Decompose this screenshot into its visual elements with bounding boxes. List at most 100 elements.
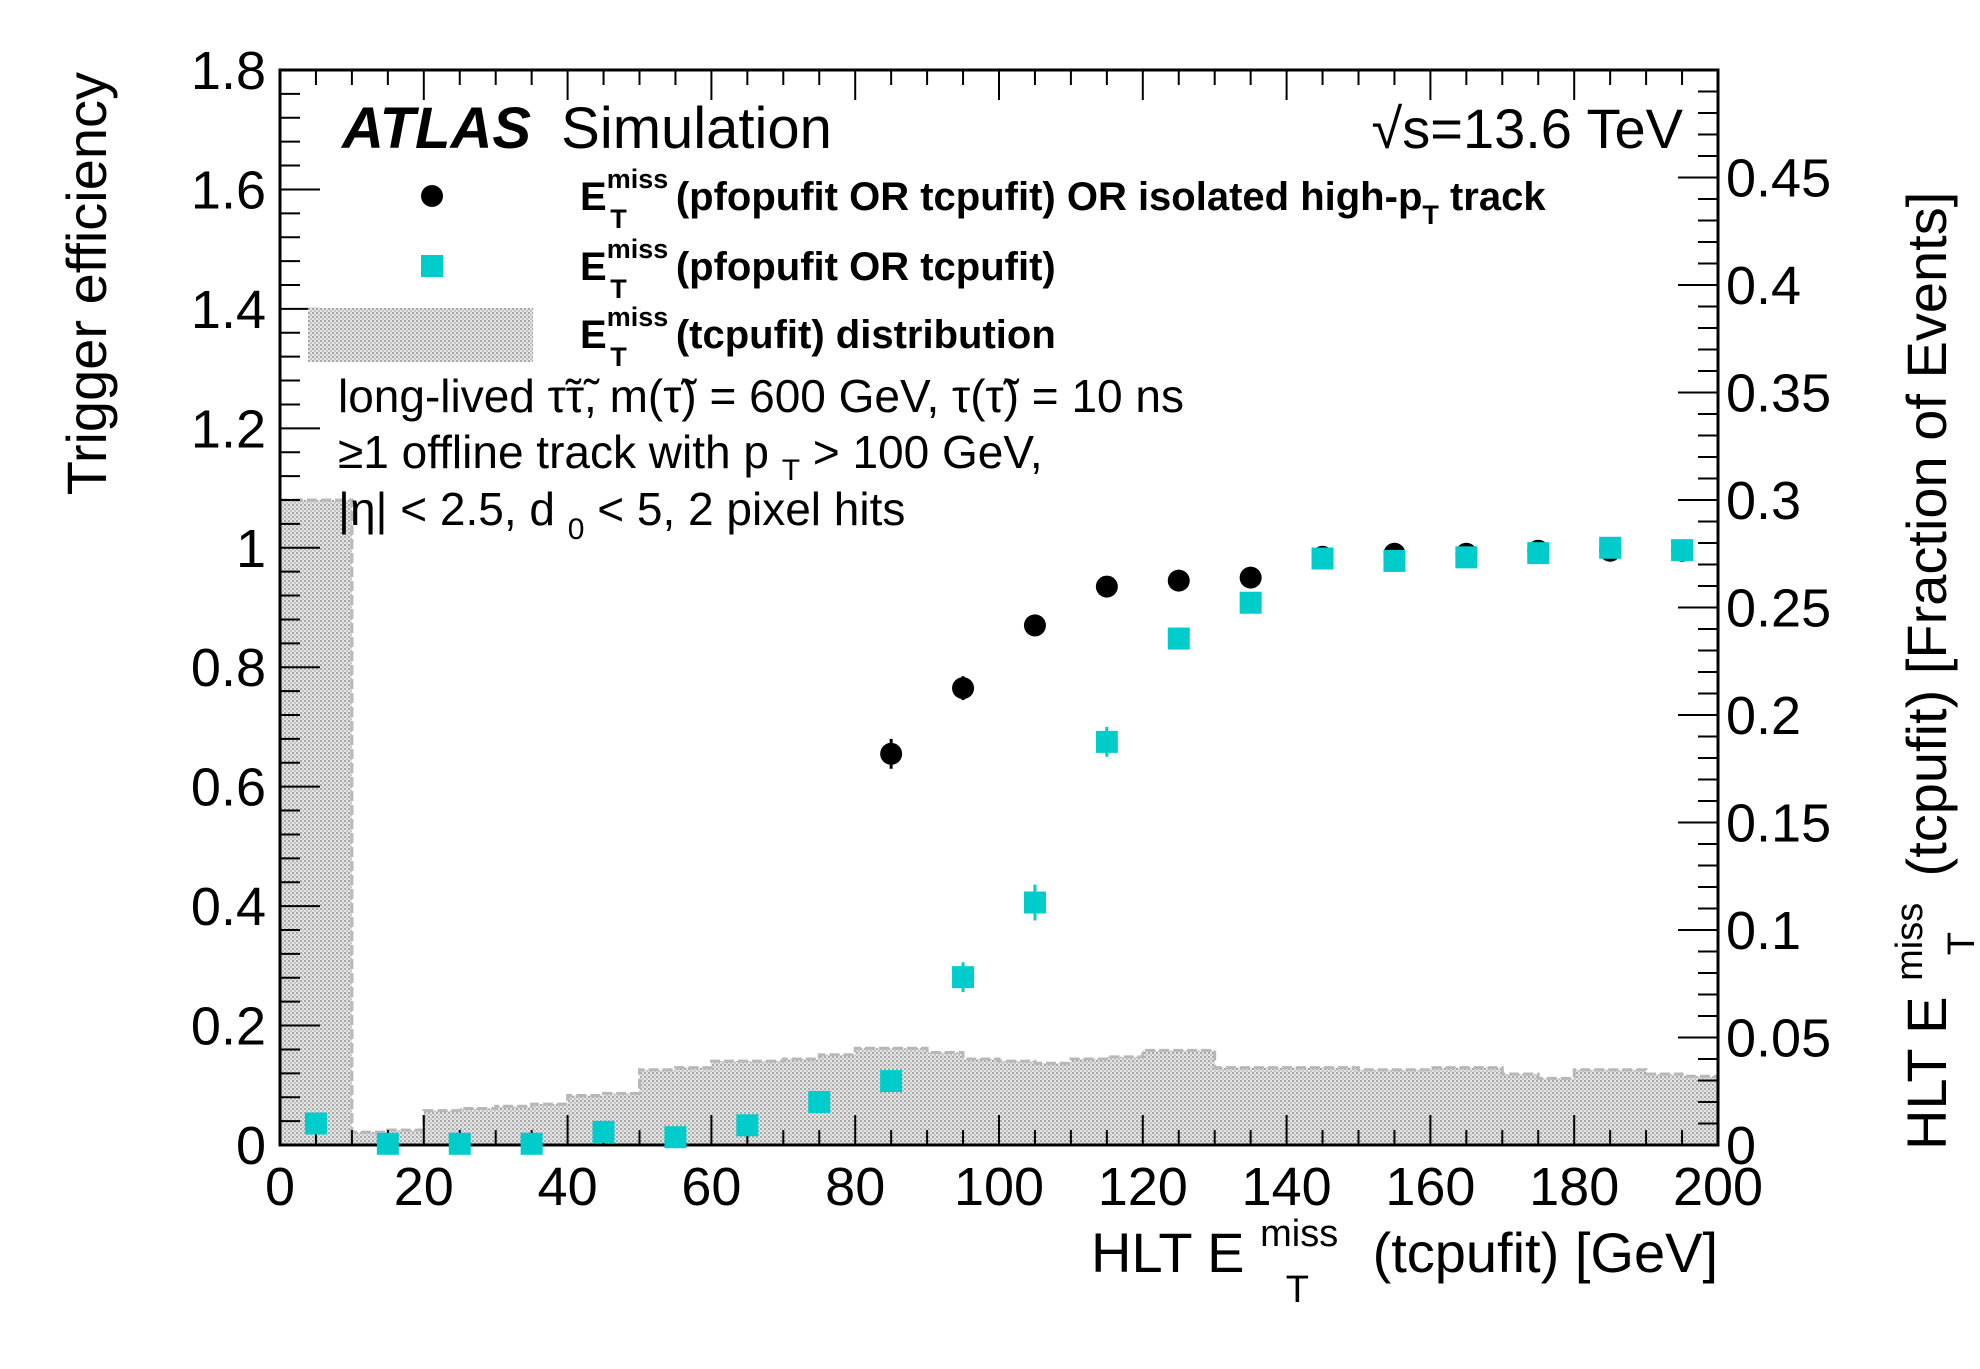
histogram-bin <box>1106 1056 1143 1145</box>
data-point-square <box>1671 539 1694 562</box>
x-tick-label: 140 <box>1242 1157 1332 1217</box>
x-tick-label: 180 <box>1529 1157 1619 1217</box>
data-point-square <box>880 1070 903 1093</box>
y2-axis-ticks: 0 0.05 0.1 0.15 0.2 0.25 0.3 0.35 0.4 0.45 <box>1678 69 1831 1176</box>
energy-label: √s=13.6 TeV <box>1372 97 1684 160</box>
data-point-circle <box>1167 569 1190 592</box>
histogram-distribution <box>278 498 1720 1145</box>
plot-frame <box>278 68 1720 1147</box>
legend-label-main: E <box>580 175 607 219</box>
y2-tick-label: 0.4 <box>1726 256 1801 316</box>
histogram-bin <box>1214 1067 1251 1145</box>
annotation-line-1: long-lived τ̃τ̃, m(τ̃) = 600 GeV, τ(τ̃) … <box>338 370 1184 422</box>
data-point-square <box>304 1112 327 1135</box>
legend-label: Emiss T (pfopufit OR tcpufit) OR isolated… <box>580 164 1546 234</box>
legend-marker-square <box>421 255 443 277</box>
data-point-square <box>1239 591 1262 614</box>
y-axis-title: Trigger efficiency <box>55 72 118 495</box>
histogram-outline <box>278 498 1720 1145</box>
histogram-bin <box>927 1052 964 1145</box>
histogram-bin <box>1286 1067 1323 1145</box>
x-axis-title: HLT E miss T (tcpufit) [GeV] <box>1091 1195 1718 1314</box>
data-point-square <box>736 1114 759 1137</box>
x-axis-title-post: (tcpufit) [GeV] <box>1373 1221 1718 1284</box>
histogram-bin <box>1250 1067 1287 1145</box>
y2-axis-title-sub: T <box>1941 932 1980 955</box>
y2-tick-label: 0.2 <box>1726 686 1801 746</box>
histogram-bin <box>1142 1050 1179 1145</box>
data-point-square <box>664 1126 687 1149</box>
data-point-square <box>376 1132 399 1155</box>
y-tick-label: 0.8 <box>191 638 266 698</box>
histogram-bin <box>1322 1067 1359 1145</box>
data-point-circle <box>1095 575 1118 598</box>
data-point-circle <box>952 677 975 700</box>
histogram-bin <box>315 500 352 1145</box>
data-point-square <box>1527 542 1550 565</box>
data-point-square <box>520 1132 543 1155</box>
legend-label-sup: miss <box>607 164 669 194</box>
x-axis-ticks: 0 20 40 60 80 100 120 140 160 180 200 <box>265 70 1763 1217</box>
legend-label-text: (tcpufit) distribution <box>665 313 1056 357</box>
data-point-square <box>1023 891 1046 914</box>
y2-tick-label: 0 <box>1726 1116 1756 1176</box>
x-axis-title-sup: miss <box>1260 1213 1338 1255</box>
x-axis-title-pre: HLT E <box>1091 1221 1245 1284</box>
histogram-bin <box>1646 1074 1683 1145</box>
histogram-bin <box>891 1048 928 1145</box>
legend-marker-hatch <box>308 308 533 362</box>
y-tick-label: 1.4 <box>191 280 266 340</box>
data-point-circle <box>1239 566 1262 589</box>
y-tick-label: 1.2 <box>191 399 266 459</box>
data-point-square <box>1095 730 1118 753</box>
data-point-square <box>808 1091 831 1113</box>
histogram-bin <box>1610 1069 1647 1145</box>
legend-label: Emiss T (tcpufit) distribution <box>580 302 1056 372</box>
y-axis-ticks: 0 0.2 0.4 0.6 0.8 1 1.2 1.4 1.6 1.8 <box>191 41 320 1176</box>
annotation-line-2-pre: ≥1 offline track with p <box>338 426 769 478</box>
histogram-bin <box>1178 1050 1215 1145</box>
y-tick-label: 0.2 <box>191 997 266 1057</box>
data-point-square <box>592 1120 615 1143</box>
x-tick-label: 200 <box>1673 1157 1763 1217</box>
histogram-bin <box>1502 1074 1539 1145</box>
histogram-bin <box>1466 1067 1503 1145</box>
y-tick-label: 1.6 <box>191 160 266 220</box>
legend-label-text: (pfopufit OR tcpufit) <box>665 245 1056 289</box>
x-tick-label: 40 <box>538 1157 598 1217</box>
y-tick-label: 1.8 <box>191 41 266 101</box>
histogram-bin <box>1034 1063 1071 1145</box>
y2-tick-label: 0.15 <box>1726 794 1831 854</box>
y-tick-label: 0 <box>236 1116 266 1176</box>
y2-tick-label: 0.3 <box>1726 471 1801 531</box>
annotation-line-2: ≥1 offline track with p T > 100 GeV, <box>338 426 1043 490</box>
x-tick-label: 120 <box>1098 1157 1188 1217</box>
legend: Emiss T (pfopufit OR tcpufit) OR isolated… <box>308 164 1546 372</box>
legend-label-sub2: T <box>1422 200 1439 230</box>
annotation-line-3-sub: 0 <box>568 513 585 546</box>
legend-marker-circle <box>421 185 443 207</box>
y-tick-label: 1 <box>236 519 266 579</box>
legend-label-sub: T <box>610 274 627 304</box>
data-point-square <box>1311 547 1334 570</box>
legend-label-sup: miss <box>607 234 669 264</box>
y2-axis-title-post: (tcpufit) [Fraction of Events] <box>1895 192 1958 877</box>
annotation-line-2-post: > 100 GeV, <box>813 426 1043 478</box>
histogram-bin <box>1430 1067 1467 1145</box>
data-point-square <box>448 1132 471 1155</box>
y2-tick-label: 0.35 <box>1726 364 1831 424</box>
y-tick-label: 0.6 <box>191 758 266 818</box>
annotation-line-3: |η| < 2.5, d 0 < 5, 2 pixel hits <box>338 483 905 549</box>
data-point-square <box>1383 549 1406 572</box>
y2-axis-title: HLT E miss T (tcpufit) [Fraction of Even… <box>1871 192 1980 1150</box>
x-tick-label: 60 <box>681 1157 741 1217</box>
histogram-bin <box>1394 1069 1431 1145</box>
histogram-bin <box>1070 1059 1107 1145</box>
y2-axis-title-pre: HLT E <box>1895 996 1958 1150</box>
experiment-suffix: Simulation <box>561 96 832 161</box>
y2-tick-label: 0.1 <box>1726 901 1801 961</box>
x-axis-title-sub: T <box>1286 1269 1309 1311</box>
experiment-name: ATLAS <box>340 96 531 161</box>
x-tick-label: 100 <box>954 1157 1044 1217</box>
x-tick-label: 20 <box>394 1157 454 1217</box>
